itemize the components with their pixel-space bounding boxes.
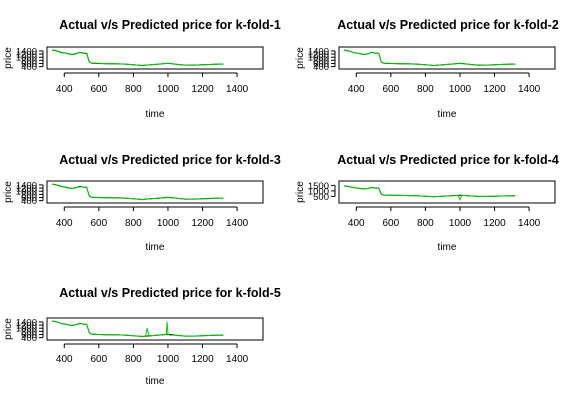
- chart-4-y-tick-label: 1000: [308, 186, 329, 197]
- chart-5-y-axis-label: price: [3, 318, 14, 340]
- chart-1-x-tick-label: 800: [125, 84, 142, 95]
- chart-5-y-tick-label: 1000: [16, 324, 37, 335]
- chart-5-x-tick-label: 1400: [226, 354, 249, 365]
- chart-4-x-tick-label: 1000: [449, 218, 472, 229]
- chart-3-actual-series-line: [52, 183, 224, 201]
- chart-5-x-tick-label: 1000: [157, 354, 180, 365]
- chart-5-predicted-series-line: [52, 320, 224, 337]
- chart-2-y-tick-label: 1400: [308, 46, 329, 57]
- chart-1-x-tick-label: 1000: [157, 84, 180, 95]
- chart-4-y-axis-label: price: [295, 181, 306, 203]
- chart-2-y-axis-label: price: [295, 47, 306, 69]
- chart-2-title: Actual v/s Predicted price for k-fold-2: [337, 18, 559, 32]
- chart-2-actual-series-line: [344, 49, 516, 67]
- chart-3-x-tick-label: 1400: [226, 218, 249, 229]
- chart-1-x-axis-label: time: [146, 109, 165, 120]
- chart-2-x-tick-label: 400: [348, 84, 365, 95]
- chart-2-x-tick-label: 1400: [518, 84, 541, 95]
- chart-2-y-tick-label: 1000: [308, 53, 329, 64]
- chart-5-y-tick-label: 800: [21, 327, 37, 338]
- chart-3-plot-frame: [46, 180, 264, 204]
- chart-1-y-tick-label: 800: [21, 56, 37, 67]
- chart-1-x-tick-label: 1400: [226, 84, 249, 95]
- chart-5-actual-series-line: [52, 320, 224, 338]
- chart-2-x-tick-label: 1000: [449, 84, 472, 95]
- chart-2-predicted-series-line: [344, 50, 516, 67]
- chart-5-x-axis-label: time: [146, 376, 165, 387]
- chart-1-title: Actual v/s Predicted price for k-fold-1: [59, 18, 281, 32]
- chart-1-actual-series-line: [52, 49, 224, 67]
- chart-3-x-tick-label: 1200: [191, 218, 214, 229]
- chart-4-predicted-series-line: [344, 185, 516, 202]
- chart-5-y-tick-label: 1200: [16, 321, 37, 332]
- chart-1-y-tick-label: 1400: [16, 46, 37, 57]
- chart-2-x-axis-label: time: [438, 109, 457, 120]
- chart-4-x-tick-label: 1400: [518, 218, 541, 229]
- chart-1-x-tick-label: 400: [56, 84, 73, 95]
- chart-2-plot-frame: [338, 46, 556, 70]
- chart-2-y-tick-label: 1200: [308, 50, 329, 61]
- chart-5-title: Actual v/s Predicted price for k-fold-5: [59, 286, 281, 300]
- chart-5-x-tick-label: 800: [125, 354, 142, 365]
- chart-5-y-tick-label: 1400: [16, 317, 37, 328]
- chart-5-x-tick-label: 1200: [191, 354, 214, 365]
- chart-5-y-tick-label: 400: [21, 333, 37, 344]
- chart-3-x-tick-label: 800: [125, 218, 142, 229]
- chart-4-title: Actual v/s Predicted price for k-fold-4: [337, 153, 559, 167]
- chart-4-plot-frame: [338, 180, 556, 204]
- chart-2-y-tick-label: 800: [313, 56, 329, 67]
- chart-3-y-tick-label: 800: [21, 190, 37, 201]
- chart-3-x-tick-label: 600: [90, 218, 107, 229]
- chart-1-x-tick-label: 1200: [191, 84, 214, 95]
- chart-3-title: Actual v/s Predicted price for k-fold-3: [59, 153, 281, 167]
- chart-1-y-tick-label: 1200: [16, 50, 37, 61]
- chart-3-y-tick-label: 1000: [16, 187, 37, 198]
- chart-3-x-tick-label: 400: [56, 218, 73, 229]
- chart-4-x-tick-label: 800: [417, 218, 434, 229]
- chart-1-predicted-series-line: [52, 49, 224, 66]
- chart-3-y-tick-label: 1400: [16, 180, 37, 191]
- chart-4-x-axis-label: time: [438, 242, 457, 253]
- chart-3-x-axis-label: time: [146, 242, 165, 253]
- chart-4-y-tick-label: 500: [313, 192, 329, 203]
- chart-3-x-tick-label: 1000: [157, 218, 180, 229]
- chart-4-x-tick-label: 400: [348, 218, 365, 229]
- chart-2-x-tick-label: 600: [382, 84, 399, 95]
- chart-3-y-axis-label: price: [3, 181, 14, 203]
- chart-3-y-tick-label: 600: [21, 193, 37, 204]
- chart-3-y-tick-label: 1200: [16, 184, 37, 195]
- chart-3-y-tick-label: 400: [21, 196, 37, 207]
- chart-2-y-tick-label: 400: [313, 62, 329, 73]
- chart-1-y-tick-label: 1000: [16, 53, 37, 64]
- chart-1-plot-frame: [46, 46, 264, 70]
- chart-1-x-tick-label: 600: [90, 84, 107, 95]
- chart-1-y-tick-label: 600: [21, 59, 37, 70]
- chart-2-y-tick-label: 600: [313, 59, 329, 70]
- chart-1-y-tick-label: 400: [21, 62, 37, 73]
- chart-5-plot-frame: [46, 317, 264, 341]
- chart-2-x-tick-label: 800: [417, 84, 434, 95]
- chart-2-x-tick-label: 1200: [483, 84, 506, 95]
- chart-5-x-tick-label: 600: [90, 354, 107, 365]
- chart-3-predicted-series-line: [52, 183, 224, 201]
- chart-5-y-tick-label: 600: [21, 330, 37, 341]
- chart-4-y-tick-label: 1500: [308, 181, 329, 192]
- chart-1-y-axis-label: price: [3, 47, 14, 69]
- chart-4-x-tick-label: 1200: [483, 218, 506, 229]
- chart-5-x-tick-label: 400: [56, 354, 73, 365]
- chart-4-x-tick-label: 600: [382, 218, 399, 229]
